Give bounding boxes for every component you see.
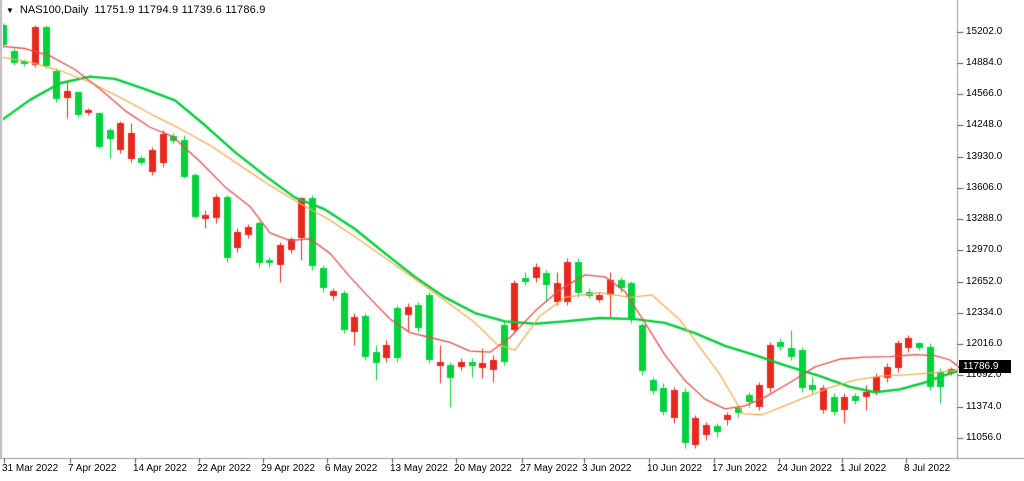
y-axis-label: 12016.0 bbox=[966, 338, 1003, 349]
x-axis-label: 31 Mar 2022 bbox=[2, 463, 59, 474]
chart-title-bar: ▼ NAS100,Daily 11751.9 11794.9 11739.6 1… bbox=[6, 4, 266, 16]
current-price-badge: 11786.9 bbox=[958, 360, 1011, 373]
x-axis-label: 24 Jun 2022 bbox=[777, 463, 833, 474]
x-axis-label: 27 May 2022 bbox=[520, 463, 578, 474]
x-axis-label: 6 May 2022 bbox=[325, 463, 378, 474]
x-axis-label: 7 Apr 2022 bbox=[68, 463, 117, 474]
y-axis-label: 13288.0 bbox=[966, 213, 1003, 224]
y-axis-label: 14248.0 bbox=[966, 119, 1003, 130]
chart-dropdown-icon[interactable]: ▼ bbox=[6, 5, 14, 15]
window-left-border bbox=[0, 0, 3, 458]
y-axis-label: 12970.0 bbox=[966, 244, 1003, 255]
y-axis-label: 14566.0 bbox=[966, 88, 1003, 99]
x-axis-label: 10 Jun 2022 bbox=[647, 463, 703, 474]
x-axis-label: 22 Apr 2022 bbox=[197, 463, 251, 474]
x-axis-label: 1 Jul 2022 bbox=[840, 463, 887, 474]
chart-symbol-title: NAS100,Daily bbox=[19, 4, 89, 16]
y-axis-label: 14884.0 bbox=[966, 57, 1003, 68]
y-axis-label: 12652.0 bbox=[966, 276, 1003, 287]
x-axis-label: 17 Jun 2022 bbox=[712, 463, 768, 474]
y-axis-label: 11692.0 bbox=[966, 369, 1002, 380]
y-axis-label: 11374.0 bbox=[966, 401, 1002, 412]
y-axis-label: 13930.0 bbox=[966, 151, 1003, 162]
x-axis-label: 8 Jul 2022 bbox=[904, 463, 951, 474]
y-axis-label: 15202.0 bbox=[966, 26, 1003, 37]
y-axis-label: 11056.0 bbox=[966, 432, 1002, 443]
y-axis-label: 12334.0 bbox=[966, 307, 1003, 318]
y-axis-label: 13606.0 bbox=[966, 182, 1003, 193]
x-axis-label: 29 Apr 2022 bbox=[261, 463, 315, 474]
x-axis-label: 14 Apr 2022 bbox=[133, 463, 187, 474]
x-axis-label: 3 Jun 2022 bbox=[582, 463, 632, 474]
x-axis-label: 13 May 2022 bbox=[390, 463, 448, 474]
chart-ohlc-values: 11751.9 11794.9 11739.6 11786.9 bbox=[94, 4, 266, 16]
x-axis-label: 20 May 2022 bbox=[454, 463, 512, 474]
